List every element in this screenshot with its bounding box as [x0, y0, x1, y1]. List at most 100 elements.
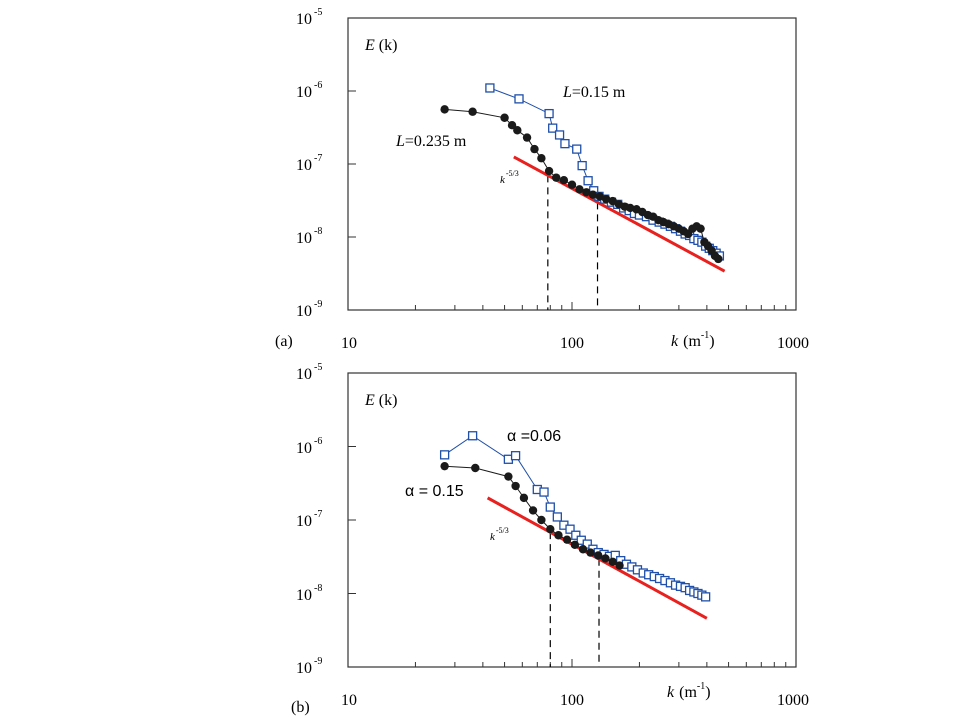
y-tick-label: 10 -7	[296, 153, 322, 174]
data-point-open-square	[554, 130, 565, 140]
data-point-filled-circle	[582, 188, 591, 197]
plot-frame	[347, 17, 797, 311]
vertical-markers	[547, 175, 599, 310]
data-point-filled-circle	[468, 107, 477, 116]
data-point-filled-circle	[615, 561, 624, 570]
data-point-open-square	[514, 94, 524, 104]
data-point-open-square	[485, 83, 495, 93]
data-point-filled-circle	[586, 548, 595, 557]
data-point-filled-circle	[608, 196, 617, 206]
y-tick-label: 10 -6	[296, 80, 322, 101]
series-annotation-open-square: L=0.15 m	[562, 84, 626, 101]
y-tick-label: 10 -6	[296, 436, 322, 457]
data-point-filled-circle	[471, 463, 480, 473]
data-point-filled-circle	[440, 461, 449, 471]
data-point-open-square	[700, 592, 711, 602]
series-filled-circle	[440, 105, 723, 264]
series-annotation-open-square: α =0.06	[507, 428, 561, 445]
plot-frame	[347, 372, 797, 668]
series-open-square	[439, 431, 711, 602]
data-point-filled-circle	[544, 166, 554, 176]
x-axis-title: k (m-1)	[667, 681, 711, 701]
data-point-filled-circle	[714, 254, 723, 264]
data-point-open-square	[539, 487, 549, 497]
slope-label: k-5/3	[500, 169, 519, 186]
data-point-filled-circle	[537, 154, 546, 163]
data-point-open-square	[545, 502, 555, 512]
panel-label: (b)	[291, 699, 310, 716]
series-line-open-square	[444, 435, 706, 598]
data-point-filled-circle	[567, 180, 577, 189]
data-point-filled-circle	[519, 493, 529, 503]
data-point-open-square	[552, 512, 562, 522]
data-point-open-square	[571, 530, 581, 540]
y-tick-label: 10 -9	[296, 656, 322, 677]
x-tick-label: 10	[341, 335, 357, 352]
data-point-open-square	[548, 123, 558, 133]
data-point-open-square	[439, 450, 450, 460]
data-point-filled-circle	[575, 185, 584, 194]
data-point-filled-circle	[588, 190, 598, 199]
axis-ticks	[347, 372, 797, 668]
panel-a: 10 -9 10 -8 10 -7 10 -6 10 -5 10 100 1000 E (k…	[275, 7, 809, 352]
data-point-open-square	[583, 176, 593, 186]
data-point-filled-circle	[522, 133, 532, 142]
data-point-open-square	[467, 431, 478, 441]
slope-label: k-5/3	[490, 526, 509, 543]
data-point-open-square	[510, 451, 521, 461]
x-tick-label: 100	[560, 692, 584, 709]
data-point-open-square	[544, 108, 554, 119]
x-tick-label: 1000	[777, 692, 809, 709]
y-tick-label: 10 -9	[296, 299, 322, 320]
series-filled-circle	[440, 461, 624, 570]
data-point-filled-circle	[696, 224, 705, 233]
y-tick-label: 10 -8	[296, 583, 322, 604]
data-point-filled-circle	[528, 506, 538, 515]
x-tick-label: 1000	[777, 335, 809, 352]
y-axis-title: E (k)	[364, 392, 397, 409]
y-tick-label: 10 -5	[296, 7, 322, 28]
x-tick-label: 10	[341, 692, 357, 709]
data-point-filled-circle	[562, 535, 572, 544]
slope-line-segment	[513, 155, 726, 273]
data-point-open-square	[582, 539, 592, 549]
data-point-filled-circle	[513, 126, 522, 135]
y-tick-label: 10 -5	[296, 362, 322, 383]
data-point-filled-circle	[546, 524, 555, 534]
data-point-filled-circle	[507, 121, 517, 130]
data-point-filled-circle	[608, 557, 617, 566]
data-point-filled-circle	[504, 472, 513, 481]
panel-label: (a)	[275, 333, 293, 350]
data-point-filled-circle	[500, 113, 509, 122]
data-point-filled-circle	[551, 173, 561, 182]
data-point-filled-circle	[440, 105, 449, 114]
data-point-filled-circle	[511, 481, 520, 491]
series-annotation-filled-circle: α = 0.15	[405, 483, 464, 500]
data-point-filled-circle	[578, 545, 588, 554]
y-axis-title: E (k)	[364, 37, 397, 54]
data-point-filled-circle	[595, 192, 604, 201]
x-tick-label: 100	[560, 335, 584, 352]
data-point-filled-circle	[530, 144, 539, 154]
data-point-open-square	[577, 160, 587, 171]
axis-ticks	[347, 17, 797, 311]
data-point-filled-circle	[570, 540, 580, 549]
x-axis-title: k (m-1)	[671, 330, 715, 350]
data-point-open-square	[572, 144, 582, 154]
y-tick-label: 10 -7	[296, 509, 322, 530]
slope-line	[513, 155, 726, 273]
data-point-filled-circle	[554, 531, 563, 540]
y-tick-label: 10 -8	[296, 226, 322, 247]
data-point-open-square	[565, 524, 575, 534]
vertical-markers	[549, 532, 600, 667]
data-point-filled-circle	[601, 554, 610, 563]
series-line-filled-circle	[444, 108, 719, 260]
data-point-open-square	[560, 139, 570, 149]
data-point-filled-circle	[537, 515, 546, 525]
data-point-filled-circle	[601, 194, 611, 204]
data-point-filled-circle	[559, 175, 569, 185]
panel-b: 10 -9 10 -8 10 -7 10 -6 10 -5 10 100 1000 E (k…	[291, 362, 809, 716]
data-point-filled-circle	[594, 551, 603, 560]
series-annotation-filled-circle: L=0.235 m	[395, 133, 467, 150]
